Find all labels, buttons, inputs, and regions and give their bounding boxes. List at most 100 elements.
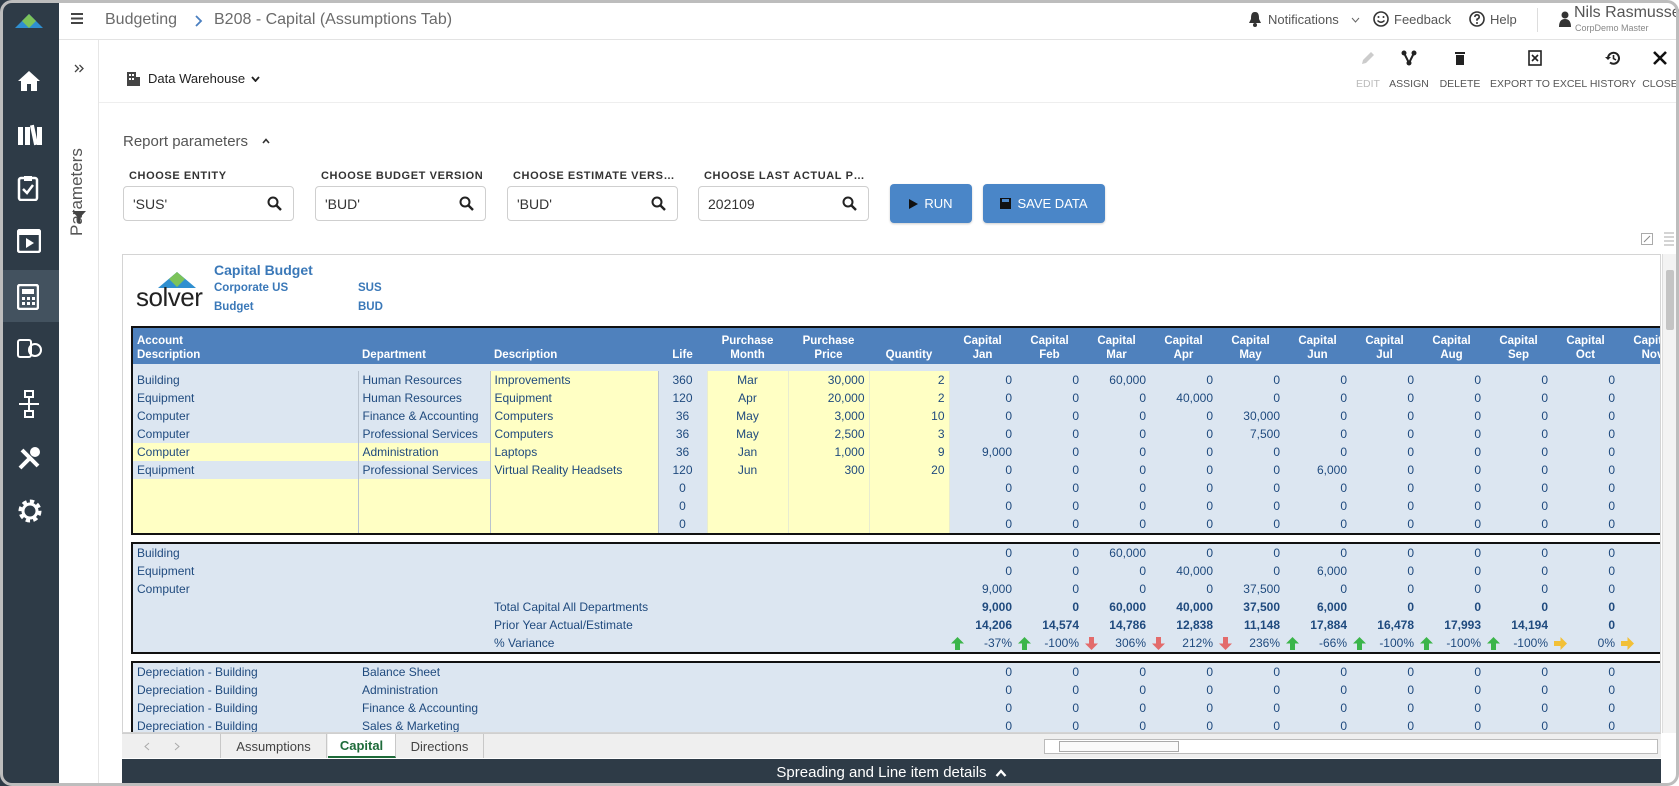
cell: 0 bbox=[1206, 445, 1213, 459]
cell bbox=[707, 616, 788, 634]
cell: Sales & Marketing bbox=[362, 719, 460, 733]
variance-icon bbox=[1085, 637, 1098, 650]
cell: 0 bbox=[1474, 665, 1481, 679]
cell: 14,194 bbox=[1511, 618, 1548, 632]
cell: Improvements bbox=[490, 371, 659, 389]
cell bbox=[788, 562, 869, 580]
scroll-thumb[interactable] bbox=[1666, 270, 1674, 330]
header-cell: Capital Apr bbox=[1150, 328, 1217, 364]
cell: 360 bbox=[658, 371, 708, 389]
action-label: HISTORY bbox=[1589, 78, 1637, 90]
run-button[interactable]: RUN bbox=[890, 184, 972, 223]
save-button[interactable]: SAVE DATA bbox=[983, 184, 1105, 223]
cell: Depreciation - Building bbox=[137, 683, 258, 697]
nav-tools[interactable] bbox=[17, 445, 43, 471]
sheet-menu-icon[interactable] bbox=[1663, 231, 1675, 246]
cell: 0 bbox=[1273, 481, 1280, 495]
cell bbox=[490, 717, 658, 732]
search-icon[interactable] bbox=[842, 196, 857, 211]
nav-tasks[interactable] bbox=[17, 175, 39, 201]
cell: 0 bbox=[1206, 409, 1213, 423]
cell: 0 bbox=[1340, 683, 1347, 697]
cell bbox=[1619, 443, 1660, 461]
cell: 0 bbox=[1407, 409, 1414, 423]
field-input[interactable]: 'BUD' bbox=[507, 186, 678, 221]
trash-icon bbox=[1455, 52, 1465, 65]
cell: 0 bbox=[1407, 564, 1414, 578]
header-text: Capital bbox=[1097, 335, 1136, 347]
cell: 0 bbox=[1407, 517, 1414, 531]
table-body: Account Description Department Description L… bbox=[133, 328, 1660, 533]
feedback-link[interactable]: Feedback bbox=[1394, 12, 1452, 27]
nav-budget[interactable] bbox=[17, 284, 39, 310]
data-source[interactable]: Data Warehouse bbox=[148, 71, 246, 86]
breadcrumb-chevron bbox=[195, 15, 203, 27]
cell bbox=[1619, 634, 1660, 652]
cell: 0 bbox=[1273, 564, 1280, 578]
cell: 0 bbox=[1608, 391, 1615, 405]
edit-action[interactable]: EDIT bbox=[1323, 50, 1413, 90]
header-cell: Capital Nov bbox=[1619, 328, 1660, 364]
nav-data[interactable] bbox=[17, 339, 43, 359]
cell: -37% bbox=[949, 634, 1016, 652]
user-name[interactable]: Nils Rasmussen bbox=[1574, 4, 1679, 21]
field-input[interactable]: 202109 bbox=[698, 186, 869, 221]
history-action[interactable]: HISTORY bbox=[1568, 50, 1658, 90]
cell: 0 bbox=[1005, 546, 1012, 560]
field-input[interactable]: 'SUS' bbox=[123, 186, 294, 221]
cell: 0 bbox=[1474, 546, 1481, 560]
cell: 0 bbox=[1407, 546, 1414, 560]
header-cell: Capital Aug bbox=[1418, 328, 1485, 364]
cell: 0 bbox=[1005, 564, 1012, 578]
search-icon[interactable] bbox=[459, 196, 474, 211]
cell bbox=[490, 515, 659, 533]
help-link[interactable]: Help bbox=[1490, 12, 1517, 27]
cell: 20 bbox=[869, 461, 950, 479]
assign-action[interactable]: ASSIGN bbox=[1364, 50, 1454, 90]
cell bbox=[788, 515, 870, 533]
nav-workflow[interactable] bbox=[17, 390, 41, 418]
details-bar[interactable]: Spreading and Line item details bbox=[122, 759, 1661, 786]
sheet-tab[interactable]: Directions bbox=[396, 734, 484, 758]
expand-sheet-icon[interactable] bbox=[1641, 233, 1653, 245]
cell: 0 bbox=[658, 479, 708, 497]
scroll-thumb[interactable] bbox=[1059, 741, 1179, 752]
cell bbox=[707, 598, 788, 616]
export-action[interactable]: EXPORT TO EXCEL bbox=[1490, 50, 1587, 90]
depreciation-row: Depreciation - Building Finance & Account… bbox=[133, 699, 1660, 717]
cell bbox=[1619, 616, 1660, 634]
cell: 0 bbox=[1072, 546, 1079, 560]
cell: 0 bbox=[1340, 409, 1347, 423]
expand-icon[interactable] bbox=[74, 64, 84, 73]
section-title[interactable]: Report parameters bbox=[123, 133, 249, 150]
horizontal-scrollbar[interactable] bbox=[1044, 739, 1658, 754]
header-text: Capital bbox=[1499, 335, 1538, 347]
cell bbox=[869, 580, 949, 598]
cell: Virtual Reality Headsets bbox=[490, 461, 659, 479]
cell: 0 bbox=[1206, 427, 1213, 441]
nav-settings[interactable] bbox=[17, 498, 43, 524]
sheet-tab[interactable]: Capital bbox=[328, 734, 396, 758]
nav-library[interactable] bbox=[17, 124, 43, 146]
header-text: Capital bbox=[1164, 335, 1203, 347]
cell: 0 bbox=[1072, 582, 1079, 596]
search-icon[interactable] bbox=[267, 196, 282, 211]
menu-icon[interactable] bbox=[71, 13, 83, 24]
cell: Jun bbox=[707, 461, 789, 479]
sheet-tab[interactable]: Assumptions bbox=[221, 734, 327, 758]
notifications-link[interactable]: Notifications bbox=[1268, 12, 1339, 27]
delete-action[interactable]: DELETE bbox=[1415, 50, 1505, 90]
cell bbox=[358, 544, 490, 562]
vertical-scrollbar[interactable] bbox=[1662, 254, 1677, 733]
nav-reports[interactable] bbox=[17, 229, 41, 253]
nav-home[interactable] bbox=[17, 70, 41, 92]
breadcrumb[interactable]: Budgeting bbox=[105, 11, 178, 28]
close-action[interactable]: CLOSE bbox=[1615, 50, 1679, 90]
cell: 0 bbox=[1005, 665, 1012, 679]
cell: 0 bbox=[1541, 665, 1548, 679]
search-icon[interactable] bbox=[651, 196, 666, 211]
cell: 120 bbox=[658, 389, 708, 407]
field-input[interactable]: 'BUD' bbox=[315, 186, 486, 221]
filter-icon[interactable] bbox=[72, 211, 86, 224]
tab-nav[interactable] bbox=[144, 742, 180, 751]
